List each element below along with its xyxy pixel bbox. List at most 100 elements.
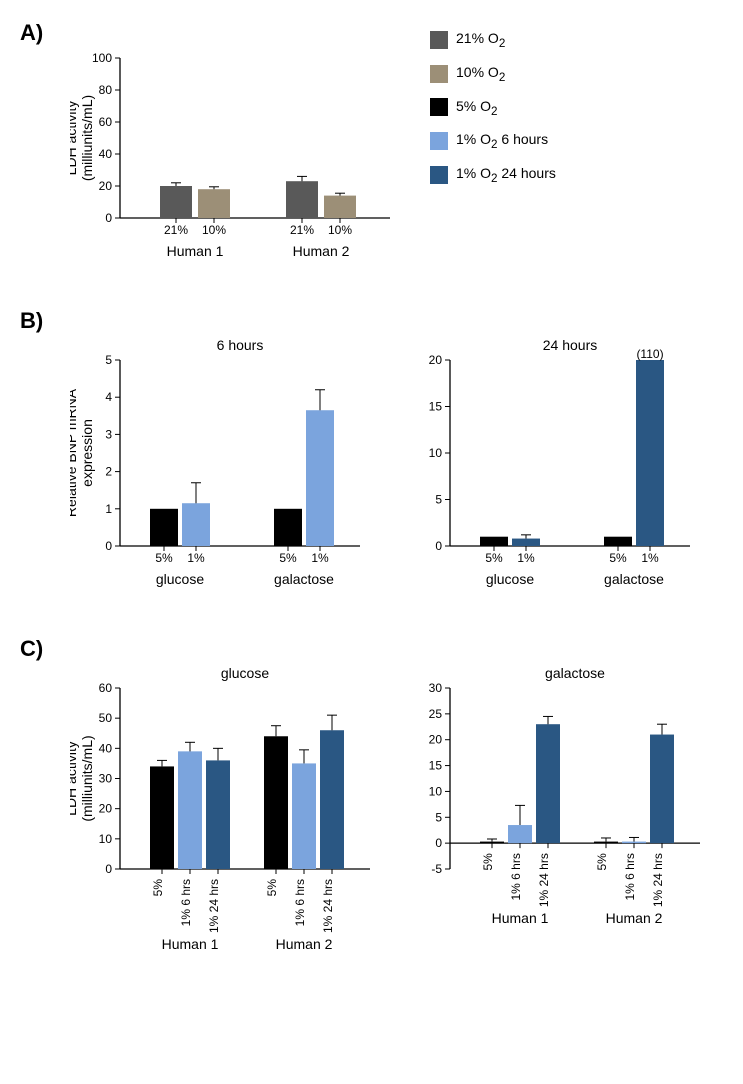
svg-text:1% 24 hrs: 1% 24 hrs — [321, 879, 335, 933]
svg-text:galactose: galactose — [604, 571, 664, 587]
panel-b-right-chart: 0 5 10 15 20 24 hours 5% 1% 5% 1% (110) glucose gala… — [400, 336, 700, 606]
svg-text:2: 2 — [105, 465, 112, 479]
svg-text:(milliunits/mL): (milliunits/mL) — [79, 95, 95, 181]
svg-text:Human 2: Human 2 — [276, 936, 333, 952]
svg-text:10: 10 — [429, 784, 443, 798]
svg-text:30: 30 — [99, 772, 113, 786]
svg-text:60: 60 — [99, 115, 113, 129]
svg-text:Human 1: Human 1 — [492, 910, 549, 926]
legend-swatch — [430, 166, 448, 184]
svg-text:-5: -5 — [431, 862, 442, 876]
svg-text:3: 3 — [105, 427, 112, 441]
legend-text: 10% O2 — [456, 64, 505, 84]
svg-text:expression: expression — [79, 419, 95, 487]
svg-text:24 hours: 24 hours — [543, 337, 597, 353]
svg-text:glucose: glucose — [486, 571, 534, 587]
svg-text:25: 25 — [429, 707, 443, 721]
legend-text: 1% O2 24 hours — [456, 165, 556, 185]
svg-text:Human 2: Human 2 — [293, 243, 350, 259]
legend-text: 21% O2 — [456, 30, 505, 50]
svg-text:0: 0 — [435, 539, 442, 553]
svg-text:1% 6 hrs: 1% 6 hrs — [179, 879, 193, 926]
svg-text:5%: 5% — [279, 551, 297, 565]
svg-text:(110): (110) — [636, 347, 663, 361]
svg-text:Human 1: Human 1 — [162, 936, 219, 952]
svg-text:glucose: glucose — [156, 571, 204, 587]
svg-text:1%: 1% — [517, 551, 535, 565]
svg-text:5%: 5% — [151, 879, 165, 897]
svg-text:10%: 10% — [202, 223, 226, 237]
svg-text:0: 0 — [105, 539, 112, 553]
panel-b-label: B) — [20, 308, 723, 334]
svg-text:galactose: galactose — [274, 571, 334, 587]
svg-text:10: 10 — [99, 832, 113, 846]
svg-text:1% 24 hrs: 1% 24 hrs — [537, 853, 551, 907]
svg-text:5%: 5% — [595, 853, 609, 871]
svg-text:glucose: glucose — [221, 665, 269, 681]
svg-text:(milliunits/mL): (milliunits/mL) — [79, 735, 95, 821]
svg-text:1% 6 hrs: 1% 6 hrs — [623, 853, 637, 900]
panel-a-chart: 0 20 40 60 80 100 LDH activity(milliunits/mL) 2… — [70, 48, 400, 278]
svg-text:5%: 5% — [265, 879, 279, 897]
svg-text:30: 30 — [429, 681, 443, 695]
panel-a-label: A) — [20, 20, 400, 46]
svg-text:80: 80 — [99, 83, 113, 97]
svg-text:20: 20 — [429, 733, 443, 747]
svg-text:LDH activity: LDH activity — [70, 101, 79, 176]
svg-text:1%: 1% — [311, 551, 329, 565]
svg-text:1: 1 — [105, 502, 112, 516]
svg-text:10: 10 — [429, 446, 443, 460]
svg-text:21%: 21% — [290, 223, 314, 237]
svg-text:10%: 10% — [328, 223, 352, 237]
svg-text:galactose: galactose — [545, 665, 605, 681]
svg-text:0: 0 — [105, 862, 112, 876]
svg-text:15: 15 — [429, 759, 443, 773]
svg-text:5%: 5% — [609, 551, 627, 565]
legend: 21% O2 10% O2 5% O2 1% O2 6 hours 1% O2 24 h… — [430, 30, 556, 199]
svg-text:Human 2: Human 2 — [606, 910, 663, 926]
panel-c-right-chart: -5 0 5 10 15 20 25 30 galactose 5% 1% 6 hrs 1% 24 h… — [400, 664, 710, 964]
svg-text:50: 50 — [99, 711, 113, 725]
svg-text:5: 5 — [435, 493, 442, 507]
legend-swatch — [430, 98, 448, 116]
svg-text:40: 40 — [99, 741, 113, 755]
svg-text:60: 60 — [99, 681, 113, 695]
legend-item: 5% O2 — [430, 98, 556, 118]
svg-text:0: 0 — [105, 211, 112, 225]
panel-c-label: C) — [20, 636, 723, 662]
svg-text:1%: 1% — [187, 551, 205, 565]
panel-c-left-chart: 0 10 20 30 40 50 60 glucose LDH activity(milliun… — [70, 664, 380, 964]
svg-text:20: 20 — [99, 802, 113, 816]
svg-text:5%: 5% — [155, 551, 173, 565]
svg-text:4: 4 — [105, 390, 112, 404]
svg-text:5: 5 — [105, 353, 112, 367]
svg-text:40: 40 — [99, 147, 113, 161]
legend-text: 1% O2 6 hours — [456, 131, 548, 151]
svg-text:Relative BNP mRNA: Relative BNP mRNA — [70, 388, 79, 517]
panel-b-left-chart: 0 1 2 3 4 5 6 hours Relative BNP mRNAexpression… — [70, 336, 370, 606]
svg-text:15: 15 — [429, 400, 443, 414]
svg-text:0: 0 — [435, 836, 442, 850]
legend-swatch — [430, 132, 448, 150]
svg-text:LDH activity: LDH activity — [70, 741, 79, 816]
svg-text:5: 5 — [435, 810, 442, 824]
svg-text:20: 20 — [429, 353, 443, 367]
svg-text:20: 20 — [99, 179, 113, 193]
legend-swatch — [430, 65, 448, 83]
legend-swatch — [430, 31, 448, 49]
svg-text:1% 24 hrs: 1% 24 hrs — [651, 853, 665, 907]
svg-text:1% 6 hrs: 1% 6 hrs — [509, 853, 523, 900]
legend-text: 5% O2 — [456, 98, 498, 118]
svg-text:21%: 21% — [164, 223, 188, 237]
svg-text:5%: 5% — [485, 551, 503, 565]
svg-text:1% 24 hrs: 1% 24 hrs — [207, 879, 221, 933]
svg-text:1%: 1% — [641, 551, 659, 565]
svg-text:100: 100 — [92, 51, 112, 65]
legend-item: 1% O2 24 hours — [430, 165, 556, 185]
legend-item: 1% O2 6 hours — [430, 131, 556, 151]
svg-text:6 hours: 6 hours — [217, 337, 264, 353]
legend-item: 10% O2 — [430, 64, 556, 84]
svg-text:Human 1: Human 1 — [167, 243, 224, 259]
legend-item: 21% O2 — [430, 30, 556, 50]
svg-text:1% 6 hrs: 1% 6 hrs — [293, 879, 307, 926]
